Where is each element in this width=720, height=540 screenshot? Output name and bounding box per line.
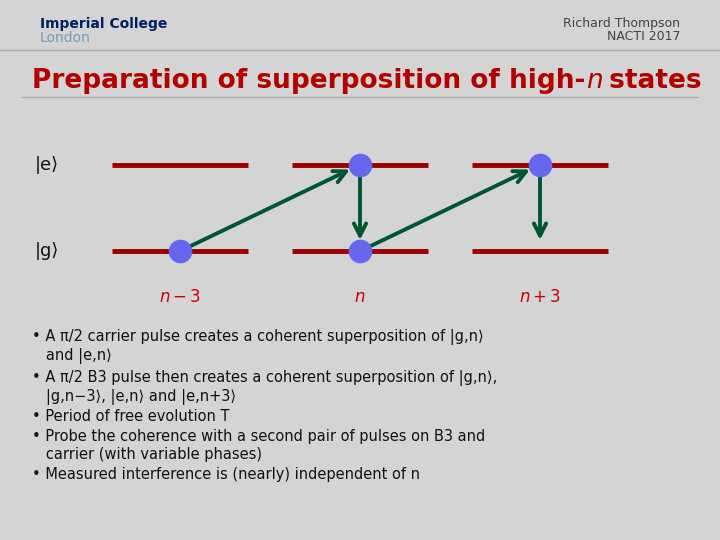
Text: Imperial College: Imperial College xyxy=(40,17,167,31)
Text: carrier (with variable phases): carrier (with variable phases) xyxy=(32,447,262,462)
Text: states: states xyxy=(600,68,701,93)
Text: • A π/2 B3 pulse then creates a coherent superposition of |g,n⟩,: • A π/2 B3 pulse then creates a coherent… xyxy=(32,370,498,386)
Text: $n+3$: $n+3$ xyxy=(519,288,561,306)
Text: and |e,n⟩: and |e,n⟩ xyxy=(32,348,112,364)
Text: $n-3$: $n-3$ xyxy=(159,288,201,306)
Text: |e⟩: |e⟩ xyxy=(35,156,59,174)
Text: Richard Thompson: Richard Thompson xyxy=(563,17,680,30)
Text: • Measured interference is (nearly) independent of n: • Measured interference is (nearly) inde… xyxy=(32,467,420,482)
Text: $\mathbf{\mathit{n}}$: $\mathbf{\mathit{n}}$ xyxy=(587,68,603,93)
Text: • Probe the coherence with a second pair of pulses on B3 and: • Probe the coherence with a second pair… xyxy=(32,429,486,444)
Text: |g⟩: |g⟩ xyxy=(35,242,59,260)
Text: $\mathbf{\mathit{n}}$: $\mathbf{\mathit{n}}$ xyxy=(586,68,603,93)
Text: Preparation of superposition of high-: Preparation of superposition of high- xyxy=(32,68,586,93)
Text: NACTI 2017: NACTI 2017 xyxy=(607,30,680,43)
Text: |g,n−3⟩, |e,n⟩ and |e,n+3⟩: |g,n−3⟩, |e,n⟩ and |e,n+3⟩ xyxy=(32,389,237,405)
Text: London: London xyxy=(40,31,91,45)
Text: • A π/2 carrier pulse creates a coherent superposition of |g,n⟩: • A π/2 carrier pulse creates a coherent… xyxy=(32,329,484,346)
Text: $n$: $n$ xyxy=(354,288,366,306)
Text: • Period of free evolution T: • Period of free evolution T xyxy=(32,409,230,424)
